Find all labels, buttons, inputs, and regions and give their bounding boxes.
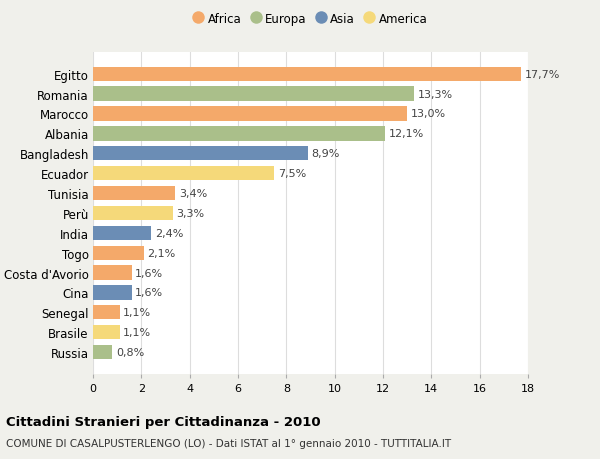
Text: 7,5%: 7,5%: [278, 169, 306, 179]
Bar: [93, 285, 131, 300]
Text: COMUNE DI CASALPUSTERLENGO (LO) - Dati ISTAT al 1° gennaio 2010 - TUTTITALIA.IT: COMUNE DI CASALPUSTERLENGO (LO) - Dati I…: [6, 438, 451, 448]
Bar: [93, 167, 274, 181]
Bar: [93, 246, 144, 260]
Bar: [93, 87, 415, 101]
Bar: [93, 186, 175, 201]
Text: Cittadini Stranieri per Cittadinanza - 2010: Cittadini Stranieri per Cittadinanza - 2…: [6, 415, 320, 428]
Bar: [93, 345, 112, 359]
Text: 1,1%: 1,1%: [123, 328, 151, 337]
Text: 2,4%: 2,4%: [155, 228, 183, 238]
Legend: Africa, Europa, Asia, America: Africa, Europa, Asia, America: [191, 11, 430, 28]
Bar: [93, 226, 151, 241]
Bar: [93, 67, 521, 82]
Text: 2,1%: 2,1%: [148, 248, 176, 258]
Text: 1,1%: 1,1%: [123, 308, 151, 318]
Bar: [93, 206, 173, 221]
Text: 1,6%: 1,6%: [135, 268, 163, 278]
Bar: [93, 107, 407, 121]
Text: 17,7%: 17,7%: [524, 70, 560, 79]
Bar: [93, 325, 119, 340]
Text: 12,1%: 12,1%: [389, 129, 424, 139]
Text: 8,9%: 8,9%: [312, 149, 340, 159]
Bar: [93, 306, 119, 320]
Text: 3,3%: 3,3%: [176, 208, 205, 218]
Bar: [93, 147, 308, 161]
Text: 13,0%: 13,0%: [411, 109, 446, 119]
Bar: [93, 127, 385, 141]
Bar: [93, 266, 131, 280]
Text: 3,4%: 3,4%: [179, 189, 207, 199]
Text: 13,3%: 13,3%: [418, 90, 453, 99]
Text: 1,6%: 1,6%: [135, 288, 163, 298]
Text: 0,8%: 0,8%: [116, 347, 144, 357]
